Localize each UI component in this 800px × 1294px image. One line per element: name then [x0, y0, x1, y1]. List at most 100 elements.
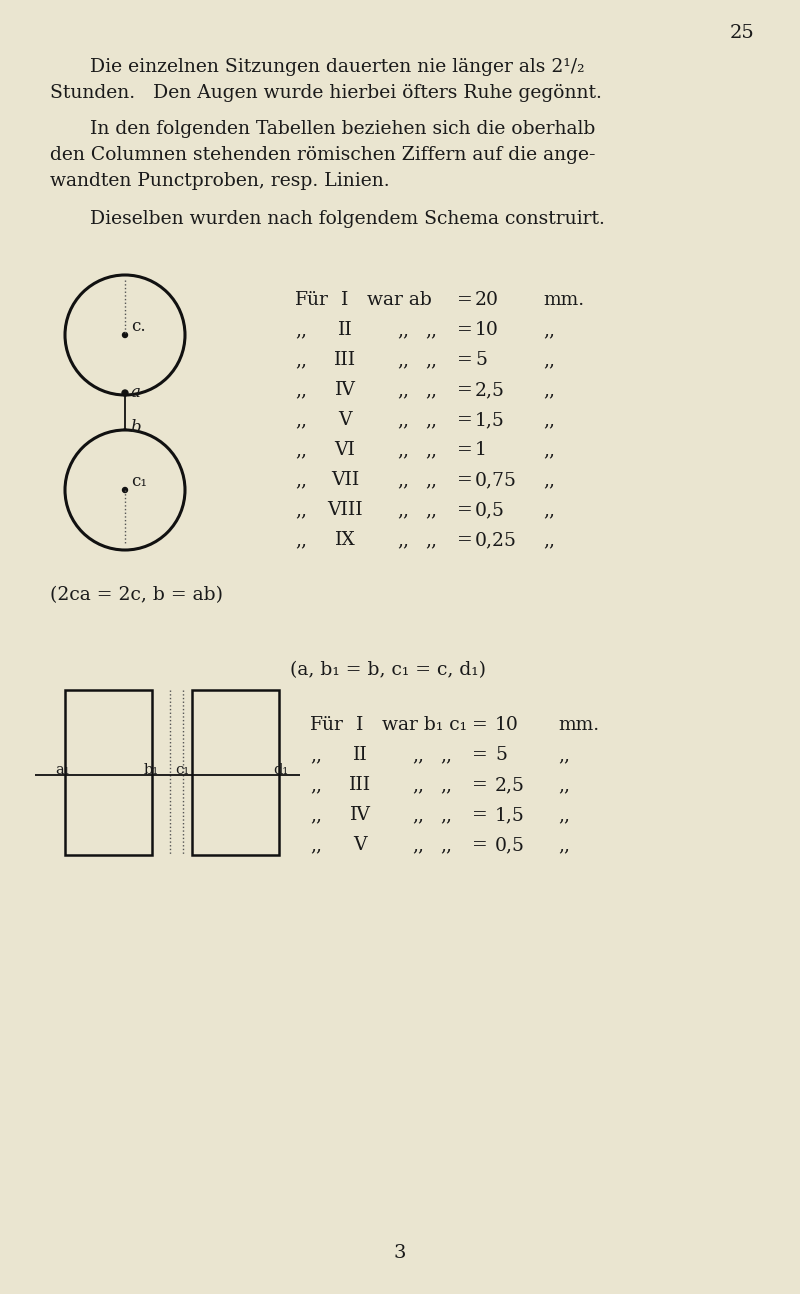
Text: ,,: ,,: [310, 836, 322, 854]
Bar: [192, 690, 279, 855]
Text: ,,: ,,: [440, 747, 452, 763]
Text: ,,: ,,: [397, 321, 409, 339]
Text: ,,: ,,: [558, 836, 570, 854]
Text: 10: 10: [495, 716, 519, 734]
Text: ,,: ,,: [425, 380, 437, 399]
Text: 0,75: 0,75: [475, 471, 517, 489]
Text: =: =: [457, 531, 473, 549]
Text: ,,: ,,: [425, 321, 437, 339]
Text: IV: IV: [334, 380, 355, 399]
Text: ,,: ,,: [558, 806, 570, 824]
Text: ,,: ,,: [543, 380, 555, 399]
Text: ,,: ,,: [543, 321, 555, 339]
Text: ,,: ,,: [412, 806, 424, 824]
Text: Für: Für: [295, 291, 329, 309]
Text: 3: 3: [394, 1244, 406, 1262]
Text: ,,: ,,: [295, 441, 307, 459]
Text: ,,: ,,: [543, 501, 555, 519]
Text: =: =: [472, 836, 488, 854]
Text: 25: 25: [730, 25, 754, 41]
Text: ,,: ,,: [397, 501, 409, 519]
Text: (2ca = 2c, b = ab): (2ca = 2c, b = ab): [50, 586, 223, 604]
Text: ,,: ,,: [310, 776, 322, 795]
Text: b: b: [130, 419, 141, 436]
Text: ,,: ,,: [425, 441, 437, 459]
Text: 0,5: 0,5: [475, 501, 505, 519]
Text: Die einzelnen Sitzungen dauerten nie länger als 2¹/₂: Die einzelnen Sitzungen dauerten nie län…: [90, 58, 585, 76]
Text: mm.: mm.: [558, 716, 599, 734]
Circle shape: [65, 276, 185, 395]
Text: I: I: [342, 291, 349, 309]
Text: 5: 5: [475, 351, 487, 369]
Text: 2,5: 2,5: [495, 776, 525, 795]
Text: ,,: ,,: [295, 351, 307, 369]
Text: =: =: [472, 747, 488, 763]
Text: ,,: ,,: [440, 806, 452, 824]
Circle shape: [122, 488, 127, 493]
Text: ,,: ,,: [295, 321, 307, 339]
Text: ,,: ,,: [295, 471, 307, 489]
Text: 10: 10: [475, 321, 499, 339]
Text: =: =: [472, 806, 488, 824]
Text: 0,5: 0,5: [495, 836, 525, 854]
Text: ,,: ,,: [440, 776, 452, 795]
Text: c₁: c₁: [175, 763, 189, 776]
Text: war ab: war ab: [367, 291, 432, 309]
Text: Für: Für: [310, 716, 344, 734]
Text: ,,: ,,: [397, 471, 409, 489]
Text: d₁: d₁: [273, 763, 288, 776]
Text: ,,: ,,: [295, 531, 307, 549]
Text: ,,: ,,: [310, 806, 322, 824]
Text: war b₁ c₁: war b₁ c₁: [382, 716, 467, 734]
Text: =: =: [457, 291, 473, 309]
Text: ,,: ,,: [397, 351, 409, 369]
Text: a: a: [130, 384, 140, 401]
Text: V: V: [354, 836, 366, 854]
Text: 1: 1: [475, 441, 487, 459]
Text: c.: c.: [131, 318, 146, 335]
Circle shape: [122, 333, 127, 338]
Text: ,,: ,,: [440, 836, 452, 854]
Circle shape: [122, 389, 128, 396]
Text: ,,: ,,: [425, 531, 437, 549]
Text: ,,: ,,: [397, 441, 409, 459]
Text: =: =: [457, 380, 473, 399]
Text: ,,: ,,: [543, 411, 555, 430]
Text: =: =: [472, 716, 488, 734]
Text: ,,: ,,: [412, 776, 424, 795]
Text: (a, b₁ = b, c₁ = c, d₁): (a, b₁ = b, c₁ = c, d₁): [290, 661, 486, 679]
Text: =: =: [472, 776, 488, 795]
Text: In den folgenden Tabellen beziehen sich die oberhalb: In den folgenden Tabellen beziehen sich …: [90, 120, 595, 138]
Text: mm.: mm.: [543, 291, 584, 309]
Text: V: V: [338, 411, 352, 430]
Text: den Columnen stehenden römischen Ziffern auf die ange-: den Columnen stehenden römischen Ziffern…: [50, 146, 595, 164]
Text: I: I: [356, 716, 364, 734]
Text: 0,25: 0,25: [475, 531, 517, 549]
Text: ,,: ,,: [295, 501, 307, 519]
Text: ,,: ,,: [397, 380, 409, 399]
Text: ,,: ,,: [425, 411, 437, 430]
Circle shape: [122, 430, 128, 435]
Text: =: =: [457, 411, 473, 430]
Text: ,,: ,,: [397, 531, 409, 549]
Text: =: =: [457, 321, 473, 339]
Text: ,,: ,,: [543, 471, 555, 489]
Text: a₁: a₁: [55, 763, 70, 776]
Text: 1,5: 1,5: [475, 411, 505, 430]
Text: ,,: ,,: [412, 747, 424, 763]
Text: =: =: [457, 471, 473, 489]
Text: 20: 20: [475, 291, 499, 309]
Text: ,,: ,,: [412, 836, 424, 854]
Text: VI: VI: [334, 441, 355, 459]
Text: ,,: ,,: [558, 747, 570, 763]
Text: II: II: [338, 321, 352, 339]
Text: ,,: ,,: [558, 776, 570, 795]
Text: ,,: ,,: [425, 471, 437, 489]
Text: III: III: [349, 776, 371, 795]
Text: b₁: b₁: [144, 763, 159, 776]
Text: ,,: ,,: [425, 351, 437, 369]
Text: wandten Punctproben, resp. Linien.: wandten Punctproben, resp. Linien.: [50, 172, 390, 190]
Text: ,,: ,,: [310, 747, 322, 763]
Text: VIII: VIII: [327, 501, 363, 519]
Circle shape: [65, 430, 185, 550]
